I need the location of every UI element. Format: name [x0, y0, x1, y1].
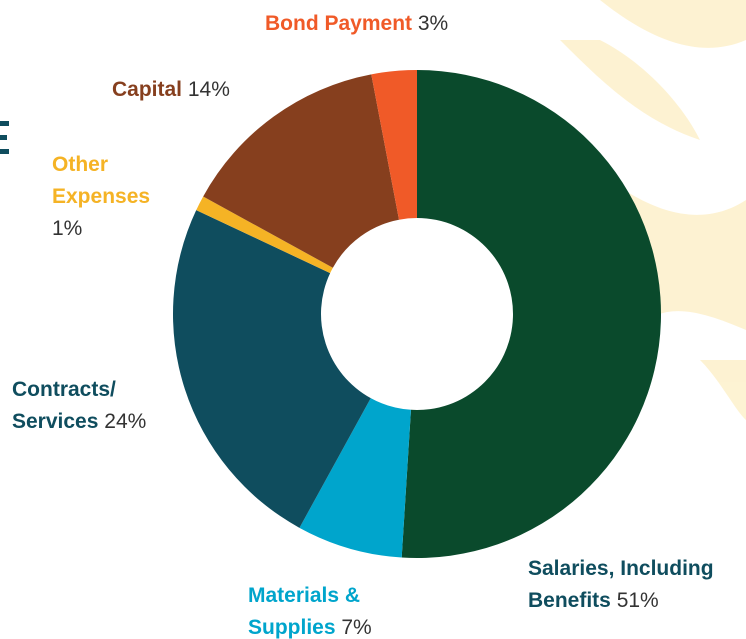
- label-other: Other Expenses 1%: [52, 149, 164, 245]
- slice: [173, 210, 371, 528]
- value-label: 3%: [417, 12, 449, 35]
- label-capital: Capital 14%: [112, 74, 312, 106]
- value-label: 1%: [52, 217, 83, 240]
- value-label: 51%: [616, 589, 659, 612]
- label-contracts: Contracts/ Services 24%: [12, 374, 172, 438]
- category-label: Bond Payment: [265, 12, 413, 35]
- slice: [401, 70, 662, 559]
- slice: [196, 196, 333, 274]
- category-label: Salaries, Including Benefits: [528, 557, 714, 612]
- edge-letter: [0, 121, 9, 154]
- value-label: 24%: [104, 410, 147, 433]
- category-label: Materials & Supplies: [248, 584, 361, 639]
- slice: [371, 70, 417, 220]
- label-bond: Bond Payment 3%: [265, 8, 525, 40]
- label-materials: Materials & Supplies 7%: [248, 580, 393, 639]
- slice: [299, 398, 411, 558]
- value-label: 14%: [187, 78, 230, 101]
- slice: [203, 74, 400, 268]
- value-label: 7%: [341, 616, 372, 639]
- donut: [173, 70, 662, 559]
- category-label: Contracts/ Services: [12, 378, 116, 433]
- label-salaries: Salaries, Including Benefits 51%: [528, 553, 746, 617]
- category-label: Other Expenses: [52, 153, 151, 208]
- category-label: Capital: [112, 78, 183, 101]
